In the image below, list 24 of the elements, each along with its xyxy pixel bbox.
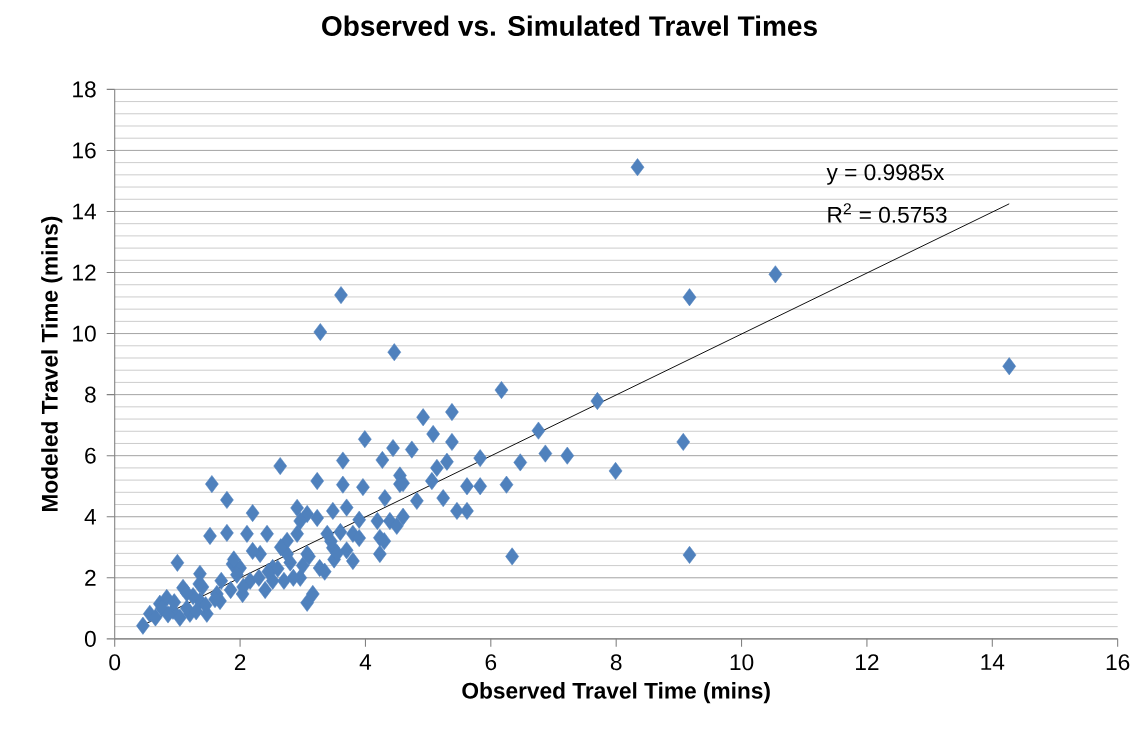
- y-tick-label: 18: [73, 81, 96, 98]
- x-tick-label: 0: [109, 654, 121, 671]
- y-tick-label: 8: [85, 386, 96, 403]
- chart-title: Observed vs. Simulated Travel Times: [322, 15, 817, 36]
- annotation: R$^{2}$ = 0.5753: [828, 203, 947, 223]
- y-tick-label: 4: [84, 509, 96, 525]
- annotation: y = 0.9985x: [826, 164, 945, 185]
- x-tick-label: 8: [610, 654, 622, 671]
- y-tick-label: 14: [73, 203, 96, 220]
- x-tick-label: 6: [485, 654, 497, 671]
- x-tick-label: 16: [1106, 654, 1130, 671]
- y-tick-label: 6: [85, 447, 96, 464]
- x-axis-title: Observed Travel Time (mins): [462, 682, 770, 704]
- x-tick-label: 10: [730, 654, 754, 671]
- y-tick-label: 16: [73, 142, 96, 159]
- y-tick-label: 12: [73, 264, 96, 281]
- x-tick-label: 12: [856, 654, 879, 671]
- y-tick-label: 10: [73, 325, 96, 342]
- x-tick-label: 4: [359, 654, 372, 670]
- y-tick-label: 2: [85, 569, 96, 586]
- x-tick-label: 14: [981, 654, 1005, 670]
- y-tick-label: 0: [84, 630, 96, 647]
- y-axis-title: Modeled Travel Time (mins): [41, 216, 63, 512]
- x-tick-label: 2: [234, 654, 246, 671]
